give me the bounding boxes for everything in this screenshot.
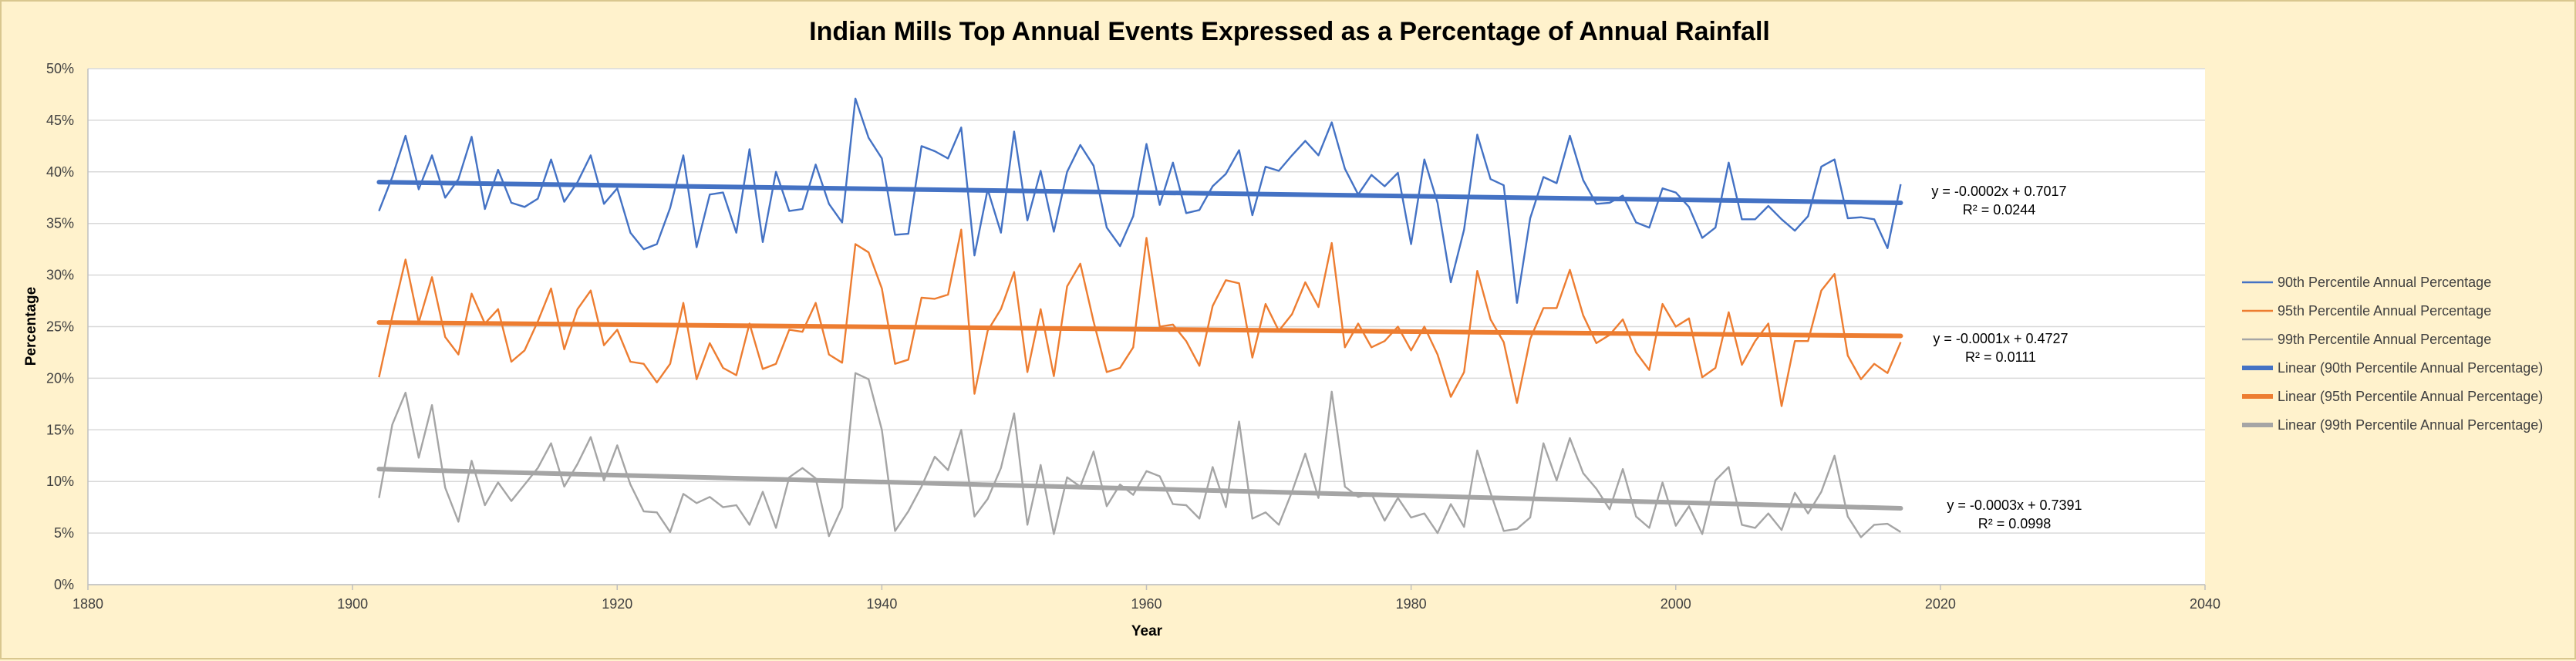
y-tick-label: 25% [46, 319, 74, 335]
legend: 90th Percentile Annual Percentage 95th Pe… [2242, 275, 2543, 433]
legend-label: 99th Percentile Annual Percentage [2278, 332, 2491, 347]
y-tick-label: 40% [46, 164, 74, 180]
trendline-equation: y = -0.0003x + 0.7391 [1947, 497, 2082, 513]
series-line-1 [378, 97, 1902, 304]
trendline-1 [376, 180, 1903, 205]
x-tick-label: 1900 [337, 596, 368, 612]
y-tick-label: 30% [46, 268, 74, 283]
y-tick-label: 0% [54, 577, 74, 592]
y-tick-label: 20% [46, 370, 74, 386]
x-tick-label: 1880 [72, 596, 103, 612]
x-tick-label: 2020 [1925, 596, 1956, 612]
series-line-3 [378, 372, 1902, 538]
x-tick-label: 2040 [2190, 596, 2220, 612]
y-tick-label: 15% [46, 422, 74, 437]
series-lines [378, 97, 1902, 538]
y-axis-title: Percentage [23, 287, 39, 366]
trendline-r-squared: R² = 0.0111 [1965, 349, 2036, 365]
x-tick-label: 1960 [1131, 596, 1162, 612]
trendline-equations: y = -0.0002x + 0.7017 R² = 0.0244 y = -0.0… [1931, 184, 2082, 531]
gridlines [88, 68, 2205, 585]
trendline-r-squared: R² = 0.0244 [1963, 202, 2036, 218]
trendline-equation: y = -0.0001x + 0.4727 [1933, 331, 2068, 346]
x-tick-label: 1980 [1396, 596, 1427, 612]
trendline-3 [376, 467, 1903, 511]
y-tick-label: 10% [46, 474, 74, 489]
y-tick-label: 45% [46, 113, 74, 128]
y-tick-label: 5% [54, 525, 74, 541]
series-line-2 [378, 228, 1902, 407]
x-tick-label: 1920 [602, 596, 632, 612]
legend-label: Linear (99th Percentile Annual Percentag… [2278, 417, 2543, 433]
trendline-r-squared: R² = 0.0998 [1978, 516, 2052, 531]
legend-label: Linear (95th Percentile Annual Percentag… [2278, 389, 2543, 404]
trend-lines [376, 180, 1903, 511]
legend-label: 90th Percentile Annual Percentage [2278, 275, 2491, 290]
legend-label: Linear (90th Percentile Annual Percentag… [2278, 360, 2543, 376]
axes: 0% 5% 10% 15% 20% 25% 30% 35% 40% 45% 50% 1880 1900 1… [46, 61, 2220, 612]
y-tick-label: 50% [46, 61, 74, 76]
legend-label: 95th Percentile Annual Percentage [2278, 303, 2491, 319]
chart-title: Indian Mills Top Annual Events Expressed… [809, 17, 1770, 46]
x-tick-label: 1940 [866, 596, 897, 612]
x-axis-title: Year [1131, 623, 1163, 639]
x-tick-label: 2000 [1661, 596, 1691, 612]
trendline-equation: y = -0.0002x + 0.7017 [1931, 184, 2066, 199]
trendline-2 [376, 320, 1903, 339]
y-tick-label: 35% [46, 216, 74, 231]
